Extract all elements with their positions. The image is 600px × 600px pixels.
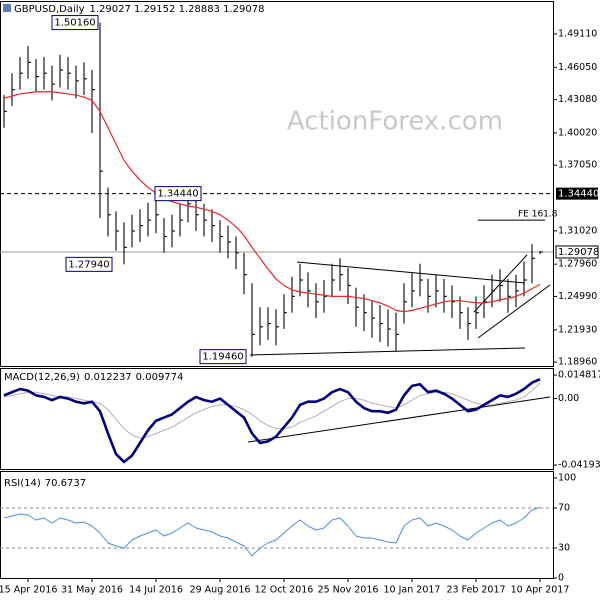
trendline — [477, 284, 551, 339]
x-tick-label: 15 Apr 2016 — [0, 585, 57, 596]
x-tick-label: 14 Jul 2016 — [129, 585, 183, 596]
macd-panel-frame — [0, 368, 554, 470]
x-tick-label: 25 Nov 2016 — [318, 585, 379, 596]
trendline — [249, 347, 526, 356]
x-tick-label: 29 Aug 2016 — [190, 585, 251, 596]
level-label: 1.34440 — [558, 189, 599, 200]
y-tick-label: 0.014817 — [558, 370, 600, 381]
trendline — [247, 396, 551, 443]
signal-value: 0.009774 — [136, 372, 184, 383]
y-tick-label: 1.27960 — [558, 259, 597, 270]
y-tick-label: 0 — [558, 573, 564, 584]
y-tick-label: 1.24990 — [558, 291, 597, 302]
y-tick-label: 1.21930 — [558, 324, 597, 335]
y-tick-label: 1.18960 — [558, 357, 597, 368]
y-tick-label: 1.43080 — [558, 94, 597, 105]
annotation-label: 1.19460 — [202, 352, 243, 363]
price-panel-frame — [0, 1, 554, 367]
y-tick-label: -0.041932 — [558, 460, 600, 471]
level-box — [556, 187, 598, 200]
x-tick-label: 31 May 2016 — [61, 585, 123, 596]
macd-title: MACD(12,26,9) — [4, 372, 80, 383]
trendlines — [247, 254, 551, 443]
macd-line — [3, 377, 541, 464]
y-tick-label: 1.31020 — [558, 225, 597, 236]
annotation-label: 1.34440 — [157, 189, 198, 200]
x-tick-label: 23 Feb 2017 — [446, 585, 505, 596]
symbol-title: GBPUSD,Daily — [14, 4, 85, 15]
y-tick-label: 1.40020 — [558, 127, 597, 138]
trendline — [296, 261, 526, 284]
y-tick-label: 70 — [558, 503, 570, 514]
y-tick-label: 100 — [558, 473, 576, 484]
fe-label: FE 161.8 — [518, 210, 558, 220]
y-tick-label: 1.49110 — [558, 28, 597, 39]
x-tick-label: 10 Jan 2017 — [384, 585, 441, 596]
annotation-label: 1.27940 — [68, 259, 109, 270]
last-price-box — [555, 245, 599, 259]
annotation-label: 1.50160 — [54, 18, 95, 29]
y-tick-label: 1.46050 — [558, 62, 597, 73]
annotation-box — [51, 15, 99, 31]
x-tick-label: 12 Oct 2016 — [255, 585, 314, 596]
y-tick-label: 0.00 — [558, 393, 579, 404]
annotation-box — [154, 186, 202, 202]
rsi-value: 70.6737 — [45, 478, 86, 489]
y-tick-label: 30 — [558, 543, 570, 554]
last-price-label: 1.29078 — [558, 247, 599, 258]
rsi-panel-frame — [0, 471, 554, 579]
macd-header: MACD(12,26,9) 0.012237 0.009774 — [4, 372, 183, 383]
annotation-box — [65, 256, 113, 272]
rsi-title: RSI(14) — [4, 478, 41, 489]
symbol-icon — [3, 4, 11, 12]
annotation-box — [199, 349, 247, 365]
price-header: GBPUSD,Daily 1.29027 1.29152 1.28883 1.29… — [14, 4, 264, 15]
macd-value: 0.012237 — [84, 372, 132, 383]
watermark: ActionForex.com — [287, 107, 503, 137]
x-tick-label: 10 Apr 2017 — [511, 585, 570, 596]
moving-average — [3, 91, 541, 313]
rsi-line — [3, 506, 541, 557]
rsi-header: RSI(14) 70.6737 — [4, 478, 86, 489]
y-tick-label: 1.37050 — [558, 160, 597, 171]
quote: 1.29027 1.29152 1.28883 1.29078 — [90, 4, 265, 15]
